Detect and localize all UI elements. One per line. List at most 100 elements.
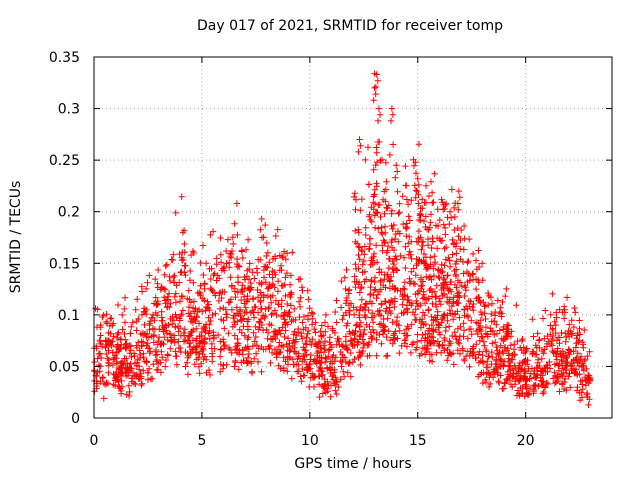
data-point: [482, 379, 490, 386]
data-point: [568, 358, 575, 366]
data-point: [140, 367, 147, 374]
data-point: [246, 260, 253, 267]
data-point: [504, 371, 512, 378]
data-point: [461, 235, 468, 242]
data-point: [203, 369, 210, 376]
data-point: [257, 256, 264, 264]
data-point: [444, 317, 451, 324]
data-point: [113, 355, 120, 362]
data-point: [363, 300, 370, 307]
data-point: [312, 329, 319, 336]
data-point: [104, 355, 111, 362]
data-point: [444, 272, 451, 279]
data-point: [129, 319, 136, 326]
data-point: [381, 188, 388, 195]
data-point: [427, 211, 435, 218]
data-point: [559, 358, 567, 365]
data-point: [264, 292, 272, 300]
data-point: [460, 246, 467, 253]
data-point: [195, 320, 203, 327]
data-point: [387, 117, 395, 125]
data-point: [217, 234, 224, 242]
data-point: [338, 277, 345, 285]
data-point: [153, 356, 161, 364]
data-point: [384, 315, 391, 322]
data-point: [371, 224, 379, 231]
data-point: [274, 278, 282, 285]
data-point: [356, 333, 363, 340]
y-tick-label: 0: [71, 411, 80, 427]
data-point: [242, 246, 250, 253]
data-point: [331, 369, 338, 376]
data-point: [197, 332, 205, 340]
data-point: [335, 383, 342, 391]
data-point: [93, 323, 101, 331]
data-point: [426, 351, 434, 358]
data-point: [422, 345, 430, 353]
data-point: [406, 217, 413, 224]
data-point: [560, 350, 567, 357]
data-point: [269, 255, 277, 263]
data-point: [347, 373, 354, 380]
data-point: [254, 358, 262, 366]
data-point: [158, 284, 166, 292]
data-point: [491, 317, 498, 325]
data-point: [537, 368, 545, 375]
data-point: [430, 317, 437, 324]
data-point: [141, 321, 148, 329]
data-point: [568, 317, 575, 324]
data-point: [362, 306, 369, 314]
data-point: [336, 341, 343, 348]
data-point: [317, 359, 324, 367]
data-point: [167, 345, 174, 352]
data-point: [452, 260, 459, 268]
data-point: [300, 313, 308, 321]
data-point: [170, 274, 177, 281]
data-point: [448, 186, 455, 193]
data-point: [308, 321, 316, 328]
data-point: [475, 359, 483, 366]
data-point: [143, 358, 150, 365]
data-point: [302, 347, 309, 354]
data-point: [556, 388, 563, 395]
data-point: [484, 289, 492, 297]
tick-labels: 0 5 10 15 20 0 0.05 0.1 0.15 0.2 0.25 0.3 0.35: [49, 50, 535, 449]
data-point: [373, 159, 381, 166]
data-point: [250, 329, 257, 336]
data-point: [233, 304, 241, 311]
data-point: [266, 281, 273, 288]
data-point: [111, 382, 119, 389]
data-point: [299, 365, 306, 373]
data-point: [493, 330, 501, 337]
data-point: [453, 258, 460, 265]
data-point: [412, 306, 419, 313]
data-point: [177, 344, 184, 352]
data-point: [332, 387, 339, 394]
data-point: [403, 196, 411, 203]
data-point: [181, 326, 188, 333]
data-point: [333, 297, 340, 304]
data-point: [454, 325, 462, 332]
data-point: [402, 243, 409, 250]
data-point: [492, 339, 499, 346]
data-point: [286, 348, 293, 355]
data-point: [153, 351, 161, 358]
data-point: [489, 374, 497, 381]
data-point: [373, 336, 380, 343]
data-point: [270, 328, 278, 335]
data-point: [382, 284, 389, 291]
data-point: [200, 346, 207, 354]
data-point: [405, 240, 412, 247]
data-point: [195, 354, 202, 361]
data-point: [293, 368, 301, 375]
data-point: [493, 343, 500, 351]
data-point: [276, 339, 283, 346]
data-point: [282, 327, 289, 334]
data-point: [284, 368, 291, 375]
data-point: [219, 288, 226, 295]
data-point: [530, 370, 537, 378]
data-point: [297, 373, 304, 380]
data-point: [202, 321, 210, 328]
data-point: [255, 318, 263, 325]
data-point: [377, 277, 385, 284]
